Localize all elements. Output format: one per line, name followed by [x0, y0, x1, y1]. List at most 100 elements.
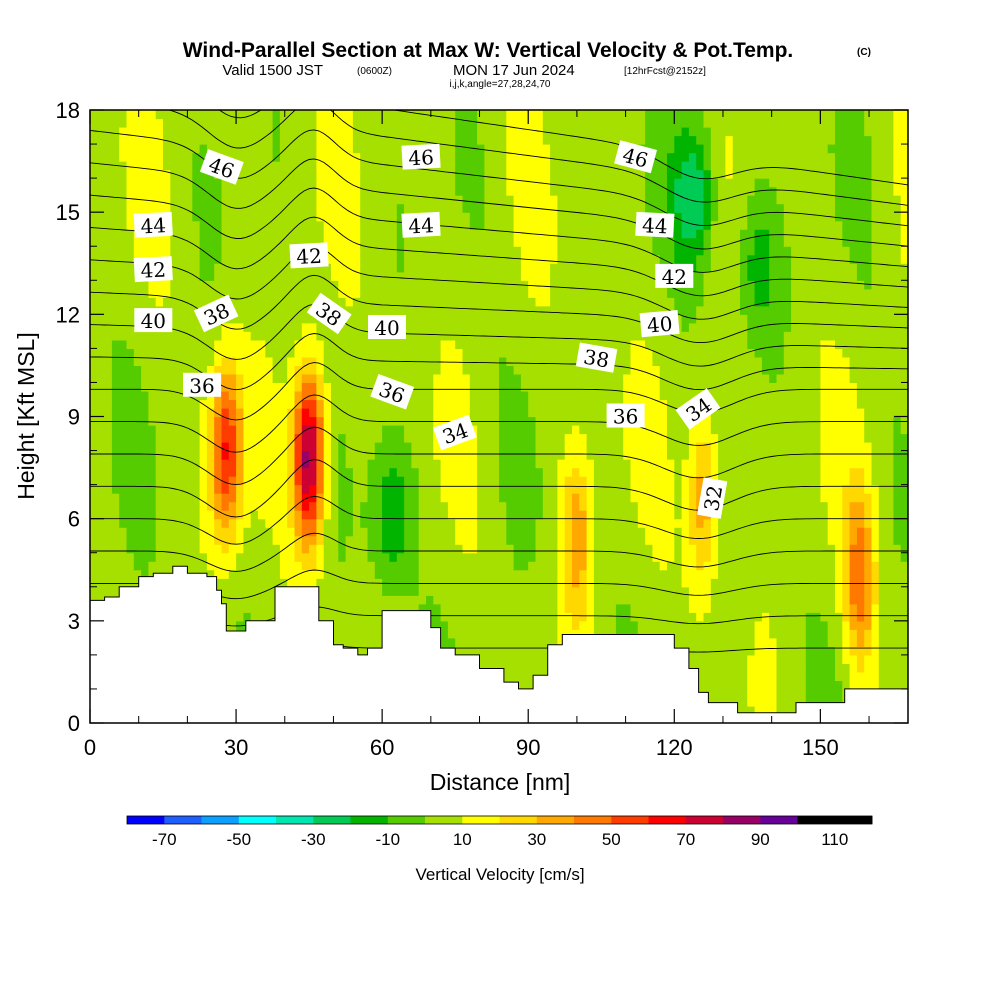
velocity-cell — [148, 288, 157, 298]
velocity-cell — [564, 561, 573, 571]
velocity-cell — [418, 263, 427, 273]
velocity-cell — [404, 195, 412, 205]
velocity-cell — [148, 501, 157, 511]
velocity-cell — [564, 408, 573, 418]
velocity-cell — [345, 459, 354, 469]
velocity-cell — [272, 305, 281, 315]
velocity-cell — [352, 382, 361, 392]
velocity-cell — [513, 544, 522, 554]
velocity-cell — [170, 322, 179, 332]
velocity-cell — [542, 339, 551, 349]
velocity-cell — [199, 501, 208, 511]
velocity-cell — [148, 118, 157, 128]
velocity-cell — [250, 518, 259, 528]
velocity-cell — [331, 408, 339, 418]
velocity-cell — [469, 476, 478, 486]
velocity-cell — [331, 220, 339, 230]
velocity-cell — [163, 348, 171, 358]
velocity-cell — [572, 408, 580, 418]
velocity-cell — [119, 348, 128, 358]
velocity-cell — [177, 518, 186, 528]
velocity-cell — [550, 586, 558, 596]
velocity-cell — [97, 212, 106, 222]
velocity-cell — [301, 442, 310, 452]
velocity-cell — [367, 212, 376, 222]
velocity-cell — [411, 518, 420, 528]
velocity-cell — [126, 569, 135, 579]
velocity-cell — [119, 373, 128, 383]
velocity-cell — [163, 203, 171, 213]
velocity-cell — [572, 229, 580, 239]
velocity-cell — [564, 629, 573, 639]
velocity-cell — [221, 518, 230, 528]
velocity-cell — [586, 595, 595, 605]
velocity-cell — [374, 186, 383, 196]
velocity-cell — [97, 467, 106, 477]
velocity-cell — [586, 373, 595, 383]
velocity-cell — [542, 518, 551, 528]
velocity-cell — [228, 118, 237, 128]
velocity-cell — [206, 408, 215, 418]
velocity-cell — [491, 586, 500, 596]
velocity-cell — [272, 203, 281, 213]
velocity-cell — [557, 254, 566, 264]
velocity-cell — [243, 442, 252, 452]
velocity-cell — [221, 271, 230, 281]
velocity-cell — [572, 144, 580, 154]
velocity-cell — [535, 535, 544, 545]
velocity-cell — [433, 331, 442, 341]
velocity-cell — [352, 450, 361, 460]
velocity-cell — [367, 527, 376, 537]
velocity-cell — [352, 161, 361, 171]
velocity-cell — [462, 195, 471, 205]
velocity-cell — [513, 322, 522, 332]
velocity-cell — [367, 399, 376, 409]
velocity-cell — [455, 178, 464, 188]
velocity-cell — [331, 399, 339, 409]
velocity-cell — [542, 288, 551, 298]
velocity-cell — [535, 484, 544, 494]
velocity-cell — [499, 110, 507, 120]
velocity-cell — [279, 578, 288, 588]
velocity-cell — [426, 314, 434, 324]
velocity-cell — [462, 322, 471, 332]
velocity-cell — [90, 288, 98, 298]
velocity-cell — [119, 578, 128, 588]
velocity-cell — [484, 467, 493, 477]
velocity-cell — [184, 544, 193, 554]
velocity-cell — [426, 186, 434, 196]
velocity-cell — [345, 254, 354, 264]
velocity-cell — [119, 237, 128, 247]
velocity-cell — [97, 569, 106, 579]
velocity-cell — [206, 484, 215, 494]
velocity-cell — [506, 178, 515, 188]
velocity-cell — [360, 646, 369, 656]
velocity-cell — [491, 603, 500, 613]
velocity-cell — [557, 399, 566, 409]
velocity-cell — [469, 195, 478, 205]
velocity-cell — [572, 569, 580, 579]
velocity-cell — [382, 110, 390, 120]
velocity-cell — [155, 152, 164, 162]
velocity-cell — [272, 288, 281, 298]
velocity-cell — [491, 467, 500, 477]
velocity-cell — [572, 510, 580, 520]
velocity-cell — [374, 637, 383, 647]
velocity-cell — [236, 450, 244, 460]
velocity-cell — [250, 314, 259, 324]
velocity-cell — [133, 442, 142, 452]
velocity-cell — [367, 356, 376, 366]
velocity-cell — [484, 288, 493, 298]
velocity-cell — [535, 237, 544, 247]
velocity-cell — [550, 314, 558, 324]
velocity-cell — [564, 544, 573, 554]
velocity-cell — [90, 203, 98, 213]
velocity-cell — [499, 399, 507, 409]
velocity-cell — [236, 373, 244, 383]
velocity-cell — [542, 637, 551, 647]
velocity-cell — [564, 348, 573, 358]
velocity-cell — [542, 118, 551, 128]
velocity-cell — [309, 169, 317, 179]
velocity-cell — [323, 493, 332, 503]
velocity-cell — [155, 467, 164, 477]
